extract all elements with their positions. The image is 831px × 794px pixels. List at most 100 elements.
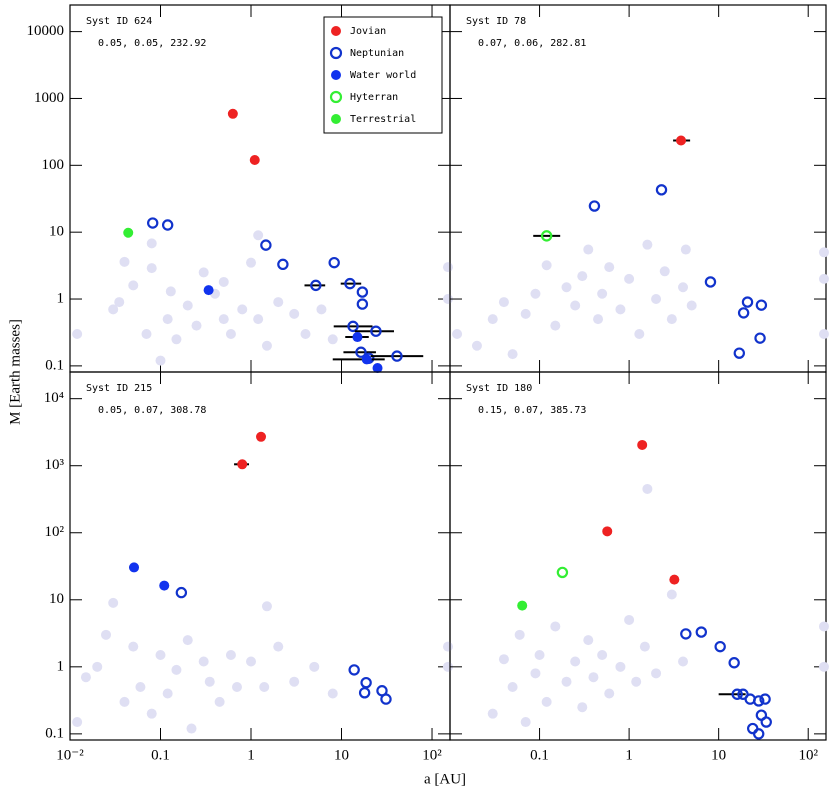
y-tick-label: 100 — [42, 157, 65, 173]
point — [186, 723, 197, 734]
point — [328, 256, 340, 269]
point — [246, 257, 257, 268]
y-tick-label: 0.1 — [45, 725, 64, 741]
point — [747, 722, 759, 735]
point — [442, 641, 453, 652]
point — [246, 656, 257, 667]
point — [225, 650, 236, 661]
point — [714, 640, 726, 653]
point — [728, 657, 740, 669]
point — [471, 340, 482, 351]
point — [520, 717, 531, 728]
x-tick-label: 0.1 — [151, 747, 170, 763]
point — [604, 688, 615, 699]
point — [615, 304, 626, 315]
point — [678, 282, 689, 293]
point — [92, 661, 103, 672]
legend-marker — [331, 26, 341, 36]
point — [300, 328, 311, 339]
point — [695, 626, 708, 638]
x-tick-label: 10⁻² — [56, 747, 84, 763]
legend-label: Terrestrial — [350, 114, 416, 125]
point — [344, 277, 356, 290]
point — [80, 672, 91, 683]
point — [651, 668, 662, 679]
point — [530, 668, 541, 679]
x-tick-label: 10 — [711, 747, 726, 763]
point — [348, 664, 360, 676]
point — [659, 266, 670, 277]
point — [72, 717, 83, 728]
point — [108, 597, 119, 608]
panel-title: Syst ID 624 — [86, 16, 152, 27]
point — [540, 230, 553, 242]
point — [678, 656, 689, 667]
point — [327, 334, 338, 345]
legend-label: Neptunian — [350, 48, 404, 59]
point — [642, 239, 653, 250]
point — [651, 294, 662, 305]
y-tick-label: 0.1 — [45, 357, 64, 373]
point — [514, 629, 525, 640]
x-tick-label: 1 — [247, 747, 255, 763]
point — [327, 688, 338, 699]
point — [162, 688, 173, 699]
point — [541, 260, 552, 271]
point — [119, 696, 130, 707]
point — [733, 347, 745, 359]
point — [355, 346, 367, 358]
point — [561, 282, 572, 293]
point — [358, 687, 371, 699]
plot-frame — [449, 4, 827, 373]
point — [760, 716, 772, 728]
point — [818, 621, 829, 632]
point — [161, 219, 174, 231]
point — [289, 676, 300, 687]
point — [637, 439, 648, 450]
point — [487, 314, 498, 325]
point — [356, 286, 369, 298]
point — [517, 600, 528, 611]
point — [666, 314, 677, 325]
point — [249, 155, 260, 166]
y-tick-label: 1 — [57, 658, 65, 674]
point — [182, 300, 193, 311]
point — [588, 672, 599, 683]
point — [372, 362, 383, 373]
y-tick-label: 10² — [45, 524, 65, 540]
plot-frame — [449, 371, 827, 741]
point — [273, 641, 284, 652]
point — [818, 247, 829, 258]
panel-title: Syst ID 78 — [466, 16, 526, 27]
point — [754, 332, 766, 344]
point — [119, 256, 130, 267]
point — [273, 297, 284, 308]
point — [155, 650, 166, 661]
point — [171, 334, 182, 345]
point — [360, 676, 372, 689]
x-tick-label: 10² — [422, 747, 442, 763]
point — [680, 628, 692, 640]
point — [182, 635, 193, 646]
point — [655, 184, 668, 196]
point — [356, 298, 369, 310]
point — [561, 676, 572, 687]
legend-label: Jovian — [350, 26, 386, 37]
point — [289, 308, 300, 319]
point — [556, 566, 569, 579]
point — [676, 135, 687, 146]
point — [135, 682, 146, 693]
y-tick-label: 10 — [49, 224, 64, 240]
point — [753, 728, 765, 740]
point — [237, 459, 248, 470]
point — [818, 328, 829, 339]
point — [310, 279, 322, 292]
point — [731, 688, 743, 700]
point — [309, 661, 320, 672]
point — [666, 589, 677, 600]
point — [259, 682, 270, 693]
point — [128, 280, 139, 291]
point — [550, 621, 561, 632]
point — [597, 650, 608, 661]
